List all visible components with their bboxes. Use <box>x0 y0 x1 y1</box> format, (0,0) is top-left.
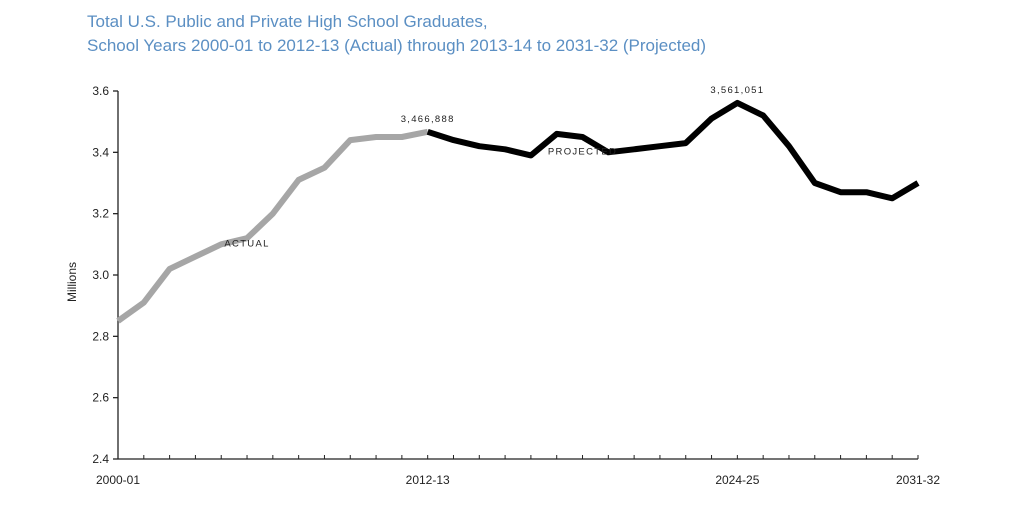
x-tick-label: 2000-01 <box>96 473 140 487</box>
y-tick-label: 3.6 <box>92 84 109 98</box>
x-tick-label: 2012-13 <box>406 473 450 487</box>
y-tick-label: 3.4 <box>92 145 109 159</box>
y-tick-label: 2.6 <box>92 391 109 405</box>
y-axis-label: Millions <box>65 262 79 302</box>
y-tick-label: 3.2 <box>92 207 109 221</box>
x-tick-label: 2031-32 <box>896 473 940 487</box>
chart-axes: 2.4 2.6 2.8 3.0 3.2 3.4 3.6 2000-01 2012-13 2024-… <box>92 84 940 487</box>
annotation-label: 3,466,888 <box>401 114 455 125</box>
series-layer <box>116 99 920 324</box>
annotation-label: 3,561,051 <box>710 85 764 96</box>
y-tick-label: 2.8 <box>92 329 109 343</box>
chart-title-line-1: Total U.S. Public and Private High Schoo… <box>87 12 488 31</box>
series-line-actual <box>116 128 429 324</box>
annotation-label: ACTUAL <box>224 239 269 250</box>
x-tick-label: 2024-25 <box>715 473 759 487</box>
chart-title-line-2: School Years 2000-01 to 2012-13 (Actual)… <box>87 36 707 55</box>
y-tick-label: 3.0 <box>92 268 109 282</box>
series-line-projected <box>426 99 920 202</box>
chart-title: Total U.S. Public and Private High Schoo… <box>87 10 706 58</box>
annotations-layer: ACTUAL PROJECTED 3,466,888 3,561,051 <box>224 85 764 250</box>
y-tick-label: 2.4 <box>92 452 109 466</box>
annotation-label: PROJECTED <box>548 147 617 158</box>
